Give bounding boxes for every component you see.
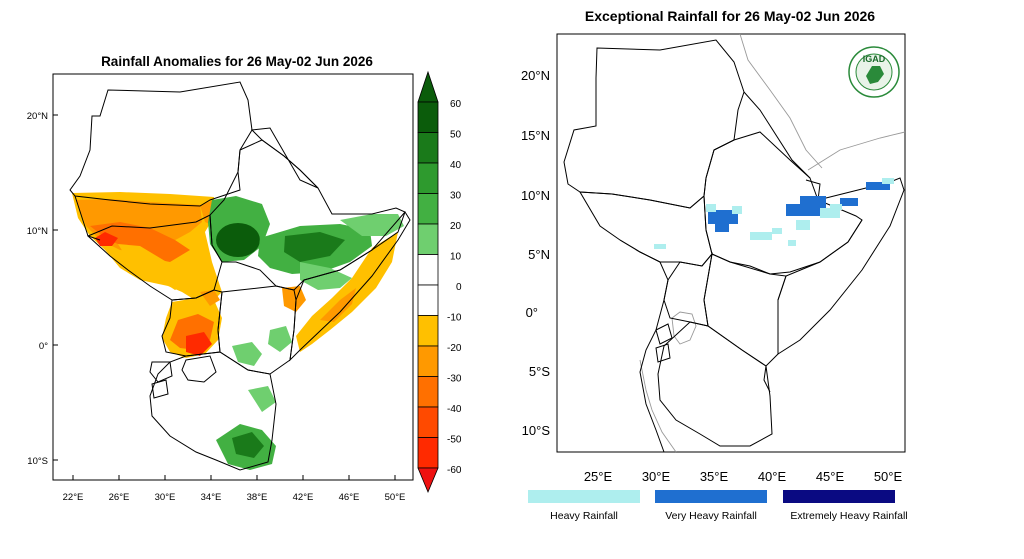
colorbar-label: 40 bbox=[450, 160, 462, 171]
colorbar-label: 0 bbox=[456, 282, 462, 293]
colorbar-label: -60 bbox=[447, 465, 462, 476]
right-rivers bbox=[639, 33, 906, 453]
colorbar-label: 50 bbox=[450, 130, 462, 141]
right-lat-axis: 20°N 15°N 10°N 5°N 0° 5°S 10°S bbox=[521, 68, 550, 438]
lat-label: 10°S bbox=[27, 456, 48, 467]
lat-label: 15°N bbox=[521, 128, 550, 143]
colorbar-segment bbox=[417, 223, 439, 255]
colorbar-segment bbox=[417, 315, 439, 347]
right-plot-frame bbox=[556, 33, 906, 453]
anomaly-field bbox=[72, 192, 404, 470]
colorbar-segment bbox=[417, 345, 439, 377]
colorbar-label: 30 bbox=[450, 191, 462, 202]
colorbar-bottom-arrow bbox=[417, 467, 439, 494]
lon-label: 22°E bbox=[63, 492, 84, 503]
lat-label: 20°N bbox=[27, 111, 48, 122]
colorbar: 60 50 40 30 20 10 0 -10 -20 -30 -40 -50 … bbox=[417, 70, 462, 494]
colorbar-label: 20 bbox=[450, 221, 462, 232]
lon-label: 50°E bbox=[385, 492, 406, 503]
legend-swatch-very-heavy bbox=[655, 490, 767, 503]
left-lat-axis: 20°N 10°N 0° 10°S bbox=[27, 111, 58, 467]
colorbar-label: -10 bbox=[447, 313, 462, 324]
lon-label: 42°E bbox=[293, 492, 314, 503]
right-lon-axis: 25°E 30°E 35°E 40°E 45°E 50°E bbox=[584, 469, 903, 484]
logo-text: IGAD bbox=[863, 54, 886, 64]
colorbar-label: -20 bbox=[447, 343, 462, 354]
logo-map-icon bbox=[866, 66, 884, 84]
colorbar-segment bbox=[417, 101, 439, 133]
lat-label: 0° bbox=[526, 305, 538, 320]
igad-logo: IGAD bbox=[848, 46, 900, 98]
left-borders bbox=[69, 81, 411, 471]
lat-label: 5°S bbox=[529, 364, 550, 379]
lat-label: 0° bbox=[39, 341, 48, 352]
colorbar-segment bbox=[417, 284, 439, 316]
colorbar-segment bbox=[417, 376, 439, 408]
lon-label: 38°E bbox=[247, 492, 268, 503]
colorbar-label: -50 bbox=[447, 435, 462, 446]
right-map-title: Exceptional Rainfall for 26 May-02 Jun 2… bbox=[585, 8, 875, 24]
colorbar-label: 10 bbox=[450, 252, 462, 263]
lon-label: 50°E bbox=[874, 469, 903, 484]
left-lon-axis: 22°E 26°E 30°E 34°E 38°E 42°E 46°E 50°E bbox=[63, 475, 406, 503]
lon-label: 26°E bbox=[109, 492, 130, 503]
colorbar-segment bbox=[417, 254, 439, 286]
lat-label: 20°N bbox=[521, 68, 550, 83]
colorbar-label: -40 bbox=[447, 404, 462, 415]
lon-label: 30°E bbox=[155, 492, 176, 503]
legend-swatch-heavy bbox=[528, 490, 640, 503]
lon-label: 30°E bbox=[642, 469, 671, 484]
left-map-title: Rainfall Anomalies for 26 May-02 Jun 202… bbox=[101, 54, 373, 69]
lon-label: 46°E bbox=[339, 492, 360, 503]
lon-label: 35°E bbox=[700, 469, 729, 484]
colorbar-segment bbox=[417, 162, 439, 194]
lon-label: 25°E bbox=[584, 469, 613, 484]
lat-label: 5°N bbox=[528, 247, 550, 262]
lat-label: 10°N bbox=[27, 226, 48, 237]
lon-label: 45°E bbox=[816, 469, 845, 484]
colorbar-label: -30 bbox=[447, 374, 462, 385]
colorbar-segment bbox=[417, 193, 439, 225]
colorbar-segment bbox=[417, 132, 439, 164]
legend-label: Very Heavy Rainfall bbox=[665, 510, 757, 522]
right-rainfall bbox=[654, 178, 894, 249]
lon-label: 40°E bbox=[758, 469, 787, 484]
lat-label: 10°S bbox=[522, 423, 551, 438]
colorbar-segment bbox=[417, 406, 439, 438]
colorbar-top-arrow bbox=[417, 70, 439, 103]
legend-swatch-extremely-heavy bbox=[783, 490, 895, 503]
lon-label: 34°E bbox=[201, 492, 222, 503]
colorbar-segment bbox=[417, 437, 439, 469]
lat-label: 10°N bbox=[521, 188, 550, 203]
right-map: Exceptional Rainfall for 26 May-02 Jun 2… bbox=[521, 8, 908, 522]
legend-label: Extremely Heavy Rainfall bbox=[790, 510, 907, 522]
right-legend: Heavy Rainfall Very Heavy Rainfall Extre… bbox=[528, 490, 908, 522]
legend-label: Heavy Rainfall bbox=[550, 510, 618, 522]
left-map: Rainfall Anomalies for 26 May-02 Jun 202… bbox=[27, 54, 462, 503]
right-borders bbox=[563, 39, 905, 453]
colorbar-label: 60 bbox=[450, 99, 462, 110]
